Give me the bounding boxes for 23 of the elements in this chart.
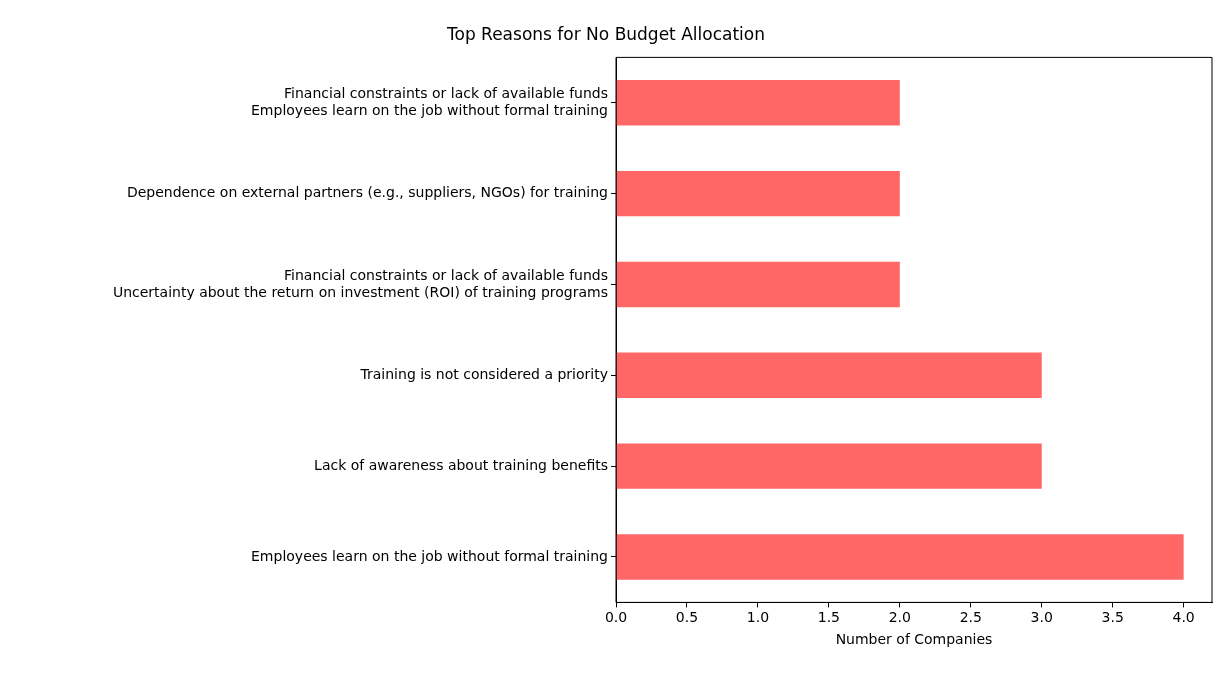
x-tick-label: 0.0 [604,609,628,626]
bar [616,352,1042,399]
bar [616,443,1042,489]
chart-title: Top Reasons for No Budget Allocation [446,23,765,44]
y-tick-label: Financial constraints or lack of available funds Employees learn on the job without formal training [251,85,608,118]
x-tick-label: 1.5 [817,609,840,626]
y-tick-label: Dependence on external partners (e.g., suppliers, NGOs) for training [126,184,608,201]
bar [616,261,900,308]
bar [616,80,900,126]
x-tick-label: 3.0 [1030,609,1053,626]
x-tick-label: 0.5 [675,609,699,626]
x-tick-label: 2.0 [888,609,911,626]
x-tick-label: 4.0 [1172,609,1195,626]
x-tick-label: 3.5 [1101,609,1124,626]
y-tick-label: Employees learn on the job without formal training [251,547,608,564]
y-tick-label: Lack of awareness about training benefits [314,456,608,473]
y-tick-label: Training is not considered a priority [359,365,608,382]
y-tick-label: Financial constraints or lack of available funds Uncertainty about the return on investment (ROI) of training programs [112,266,608,300]
bar [616,170,900,217]
bar [616,534,1184,580]
x-axis-title: Number of Companies [835,631,993,648]
x-tick-label: 1.0 [746,609,770,626]
x-tick-label: 2.5 [959,609,982,626]
